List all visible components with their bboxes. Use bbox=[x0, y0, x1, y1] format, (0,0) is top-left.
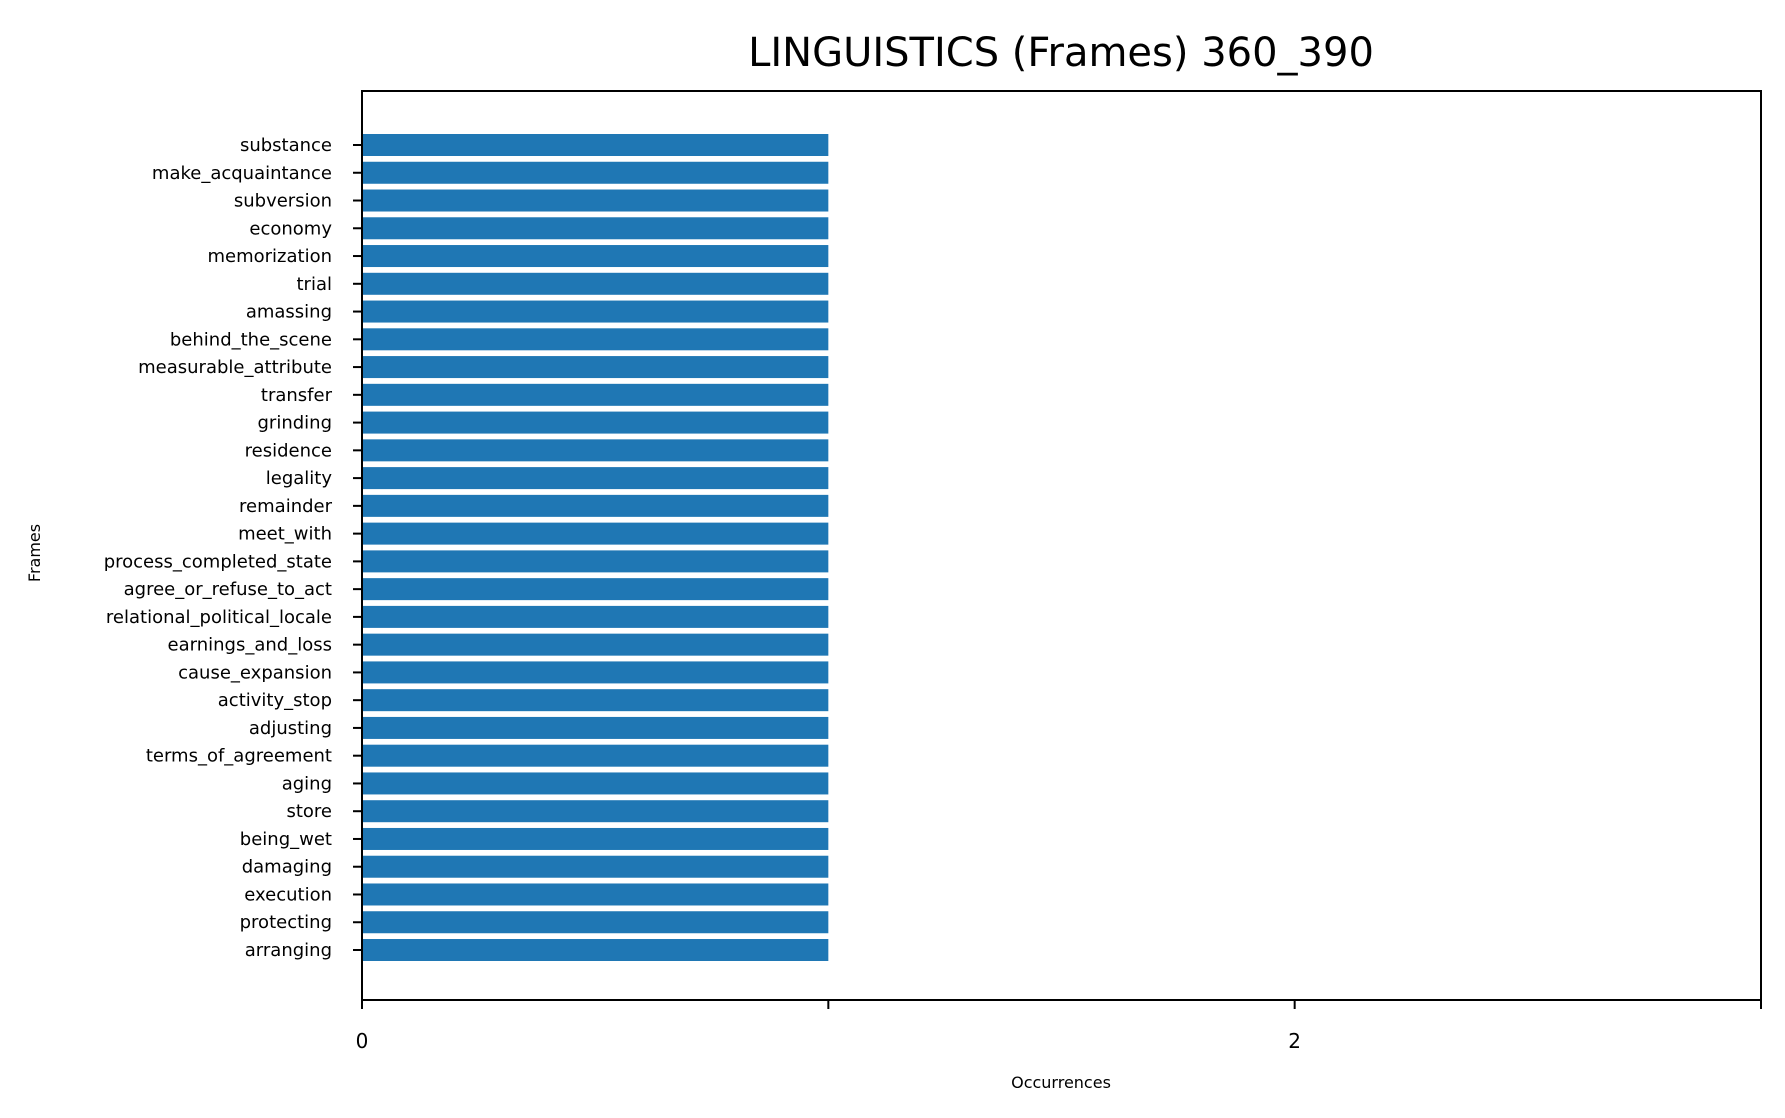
bar bbox=[362, 300, 829, 323]
bar bbox=[362, 411, 829, 434]
bar bbox=[362, 494, 829, 517]
x-axis-label: Occurrences bbox=[1011, 1073, 1111, 1092]
bar bbox=[362, 744, 829, 767]
bar bbox=[362, 550, 829, 573]
y-tick-label: transfer bbox=[261, 385, 333, 406]
y-tick-label: legality bbox=[266, 468, 333, 489]
bar bbox=[362, 939, 829, 961]
y-tick-label: economy bbox=[249, 218, 332, 239]
y-tick-label: amassing bbox=[246, 302, 332, 323]
y-tick-label: terms_of_agreement bbox=[146, 746, 332, 767]
bar bbox=[362, 356, 829, 379]
y-tick-label: measurable_attribute bbox=[138, 357, 332, 378]
y-tick-label: cause_expansion bbox=[178, 662, 332, 683]
y-tick-label: process_completed_state bbox=[104, 551, 332, 572]
y-tick-label: adjusting bbox=[249, 718, 332, 739]
y-tick-label: aging bbox=[282, 773, 332, 794]
bar bbox=[362, 689, 829, 712]
bar bbox=[362, 883, 829, 906]
bar bbox=[362, 522, 829, 545]
y-axis-label: Frames bbox=[25, 524, 44, 582]
y-tick-label: agree_or_refuse_to_act bbox=[124, 579, 332, 600]
y-tick-label: relational_political_locale bbox=[106, 607, 332, 628]
bar bbox=[362, 189, 829, 212]
x-tick-label: 2 bbox=[1288, 1029, 1301, 1053]
bar bbox=[362, 800, 829, 823]
y-axis-ticks: substance make_acquaintance subversion econ… bbox=[104, 135, 362, 961]
y-tick-label: meet_with bbox=[238, 524, 332, 545]
bar bbox=[362, 161, 829, 184]
bar bbox=[362, 605, 829, 628]
bar bbox=[362, 439, 829, 462]
x-tick-label: 0 bbox=[356, 1029, 369, 1053]
bar bbox=[362, 272, 829, 295]
y-tick-label: earnings_and_loss bbox=[168, 635, 332, 656]
bar bbox=[362, 772, 829, 795]
y-tick-label: trial bbox=[297, 274, 333, 295]
bar bbox=[362, 134, 829, 156]
y-tick-label: arranging bbox=[245, 940, 332, 961]
y-tick-label: residence bbox=[245, 440, 332, 461]
chart-title: LINGUISTICS (Frames) 360_390 bbox=[748, 30, 1374, 76]
y-tick-label: damaging bbox=[242, 857, 332, 878]
y-tick-label: subversion bbox=[234, 191, 332, 212]
bar bbox=[362, 827, 829, 850]
y-tick-label: memorization bbox=[207, 246, 332, 267]
y-tick-label: make_acquaintance bbox=[152, 163, 332, 184]
bar bbox=[362, 245, 829, 268]
bar bbox=[362, 578, 829, 601]
bar bbox=[362, 633, 829, 656]
plot-frame bbox=[361, 90, 1762, 1001]
y-tick-label: store bbox=[286, 801, 332, 822]
y-tick-label: activity_stop bbox=[218, 690, 332, 711]
y-tick-label: grinding bbox=[258, 413, 333, 434]
y-tick-label: protecting bbox=[240, 912, 332, 933]
y-tick-label: execution bbox=[244, 884, 332, 905]
bar bbox=[362, 467, 829, 490]
bars-group bbox=[362, 134, 829, 961]
bar bbox=[362, 328, 829, 351]
y-tick-label: substance bbox=[240, 135, 332, 156]
bar bbox=[362, 716, 829, 739]
y-tick-label: being_wet bbox=[240, 829, 332, 850]
bar bbox=[362, 661, 829, 684]
bar bbox=[362, 217, 829, 240]
y-tick-label: remainder bbox=[239, 496, 333, 517]
bar bbox=[362, 383, 829, 406]
bar bbox=[362, 855, 829, 878]
y-tick-label: behind_the_scene bbox=[170, 329, 332, 350]
bar bbox=[362, 911, 829, 934]
